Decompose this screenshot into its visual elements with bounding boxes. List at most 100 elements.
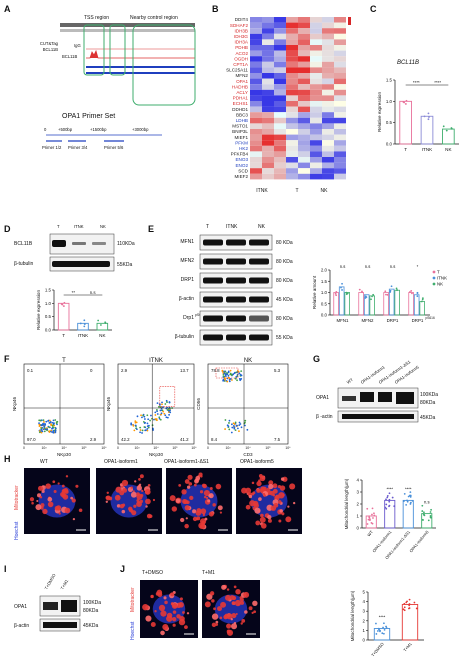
data-point: [421, 297, 424, 300]
heatmap-cell: [286, 145, 298, 152]
y-tick-label: 4: [363, 599, 366, 604]
heatmap-cell: [298, 106, 310, 113]
mitochondria-signal: [148, 514, 153, 518]
heatmap-cell: [250, 123, 262, 129]
data-point: [335, 294, 338, 297]
data-point: [413, 601, 416, 604]
mitochondria-signal: [64, 507, 71, 514]
heatmap-cell: [310, 95, 322, 101]
mitochondria-signal: [144, 489, 151, 495]
mitochondria-signal: [164, 600, 168, 605]
flow-event: [232, 424, 235, 427]
heatmap-cell: [334, 56, 346, 62]
blot-g-row-opa1: OPA1: [316, 395, 329, 401]
flow-event: [151, 424, 154, 427]
heatmap-cell: [310, 134, 322, 141]
flow-event: [38, 419, 41, 422]
flow-event: [146, 427, 149, 430]
mitochondria-signal: [231, 601, 236, 606]
blot-e-size-label: 80 KDa: [276, 278, 293, 284]
data-point: [383, 628, 386, 631]
flow-event: [240, 426, 243, 429]
mitochondria-signal: [217, 606, 222, 612]
heatmap-cell: [274, 22, 286, 29]
micro-j-stain-hoechst: Hoechst: [130, 621, 136, 640]
data-point: [375, 633, 378, 635]
blot-e-band: [226, 239, 246, 246]
mitochondria-signal: [226, 613, 233, 620]
heatmap-gene-label: HADHB: [232, 84, 248, 89]
mitochondria-signal: [42, 508, 48, 515]
flow-event: [150, 414, 152, 417]
mitochondria-signal: [293, 501, 296, 505]
blot-d-lane-itnk: ITNK: [74, 224, 84, 229]
heatmap-gene-label: SLC25A11: [226, 68, 248, 73]
flow-event: [231, 379, 233, 381]
heatmap-cell: [274, 101, 286, 107]
mitochondria-signal: [256, 480, 262, 487]
blot-e-band: [203, 239, 223, 246]
legend-marker: [432, 276, 436, 280]
mitochondria-signal: [226, 629, 231, 634]
y-tick-label: 3: [363, 609, 366, 614]
heatmap-cell: [250, 56, 262, 62]
mitochondria-signal: [268, 483, 274, 490]
heatmap-cell: [250, 89, 262, 96]
tick-3000: +3000bp: [132, 127, 149, 132]
flow-event: [140, 414, 142, 417]
mitochondria-signal: [217, 505, 223, 511]
data-point: [100, 324, 102, 326]
flow-x-tick: 10³: [135, 446, 141, 450]
data-point: [442, 125, 445, 128]
heatmap-cell: [262, 157, 274, 163]
x-tick-label: T+DMSO: [370, 641, 385, 657]
panel-i: I T+DMSO T+M1 OPA1 β-actin 100KDa 80KDa …: [4, 564, 101, 632]
micro-h-title-iso1: OPA1-isoform1: [104, 459, 138, 465]
blot-e-band: [203, 334, 223, 341]
flow-event: [42, 419, 45, 422]
mitochondria-signal: [169, 495, 176, 502]
heatmap-cell: [250, 22, 262, 29]
blot-e-band: [249, 296, 269, 303]
mitochondria-signal: [132, 490, 135, 493]
mitochondria-signal: [199, 490, 204, 494]
heatmap-cell: [334, 17, 346, 23]
mitochondria-signal: [72, 517, 76, 521]
heatmap-cell: [262, 17, 274, 23]
flow-event: [244, 419, 247, 422]
mitochondria-signal: [203, 489, 210, 497]
quadrant-value: 2.9: [121, 368, 128, 373]
data-point: [421, 298, 424, 301]
data-point: [421, 504, 424, 507]
heatmap-cell: [322, 61, 334, 68]
mitochondria-signal: [186, 485, 191, 489]
flow-event: [48, 430, 51, 433]
micrographs-j: [140, 580, 260, 638]
blot-d-band-itnk: [72, 242, 86, 245]
mitochondria-signal: [141, 489, 144, 493]
y-tick-label: 2.0: [321, 268, 328, 273]
chart-c-title: BCL11B: [397, 60, 419, 66]
mitochondria-signal: [277, 500, 282, 504]
data-point: [340, 286, 342, 289]
flow-event: [40, 431, 43, 434]
mitochondria-signal: [121, 509, 126, 514]
mitochondria-signal: [45, 483, 51, 489]
data-point: [429, 516, 432, 519]
y-tick-label: 1: [357, 514, 360, 519]
bar: [363, 294, 370, 316]
heatmap-gene-label: ECHS1: [233, 101, 249, 106]
heatmap-cell: [298, 22, 310, 29]
heatmap-cell: [310, 45, 322, 51]
blot-e-row-label: DRP1: [181, 277, 195, 283]
heatmap-cell: [298, 84, 310, 90]
mitochondria-signal: [145, 615, 152, 622]
heatmap-gene-label: SDHAF2: [230, 23, 249, 28]
flow-event: [161, 403, 163, 406]
data-point: [377, 627, 380, 630]
flow-event: [132, 424, 135, 427]
mitochondria-signal: [211, 613, 219, 620]
flow-event: [166, 416, 169, 419]
heatmap-cell: [310, 50, 322, 57]
heatmap-cell: [286, 61, 298, 68]
